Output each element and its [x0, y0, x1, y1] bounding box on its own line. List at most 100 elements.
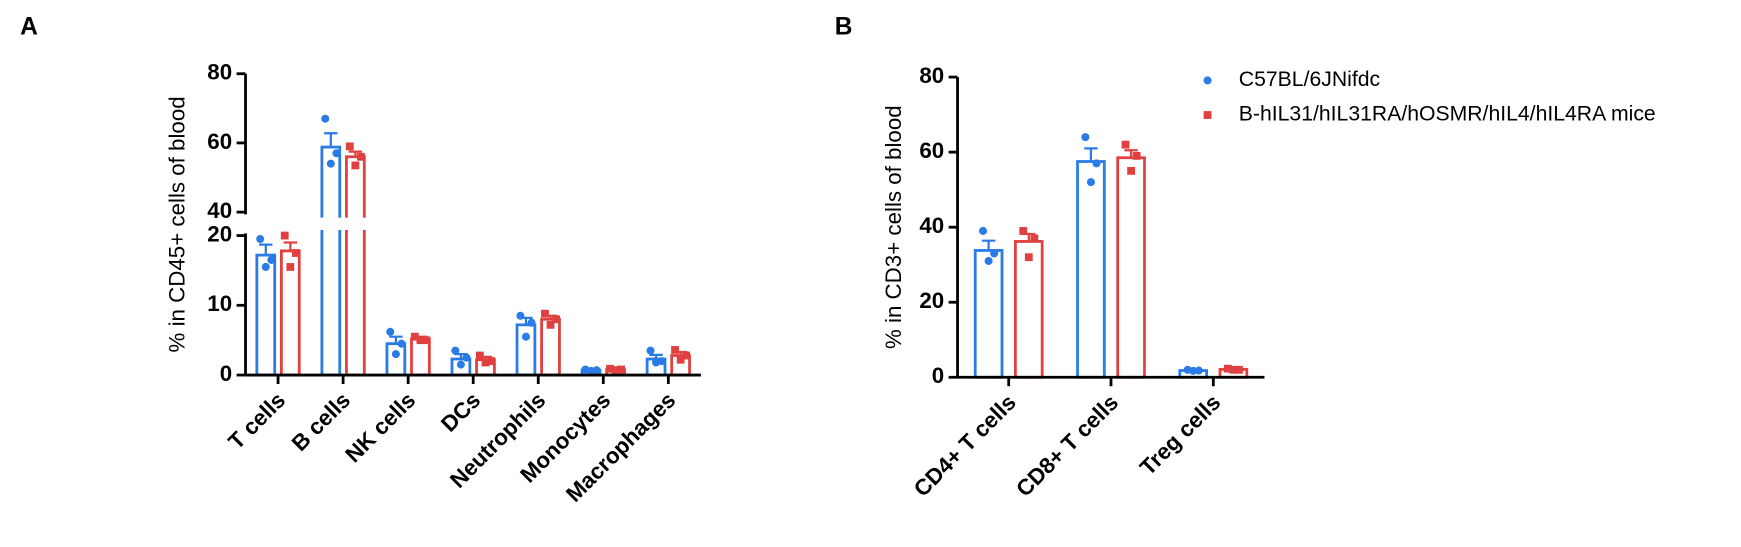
- data-point: [516, 311, 525, 320]
- data-point: [611, 366, 620, 375]
- bar: [1076, 160, 1106, 379]
- data-point: [617, 365, 626, 374]
- data-point: [481, 358, 490, 367]
- data-point: [332, 149, 341, 158]
- data-point: [416, 336, 425, 345]
- data-point: [1081, 133, 1090, 142]
- data-point: [321, 114, 330, 123]
- y-tick-label: 60: [207, 129, 232, 154]
- x-tick-label: DCs: [436, 387, 485, 436]
- data-point: [676, 355, 685, 364]
- error-bar: [1124, 149, 1138, 158]
- data-point: [1127, 166, 1135, 175]
- error-bar: [981, 239, 996, 251]
- bar: [345, 155, 366, 377]
- y-tick-label: 20: [919, 288, 944, 313]
- data-point: [682, 351, 691, 360]
- data-point: [1223, 364, 1232, 373]
- data-point: [475, 351, 484, 360]
- data-point: [1024, 253, 1033, 262]
- error-bar: [389, 335, 403, 344]
- bar: [973, 249, 1004, 379]
- y-tick-label: 80: [207, 60, 232, 85]
- data-point: [1121, 140, 1130, 149]
- data-point: [552, 315, 561, 324]
- data-point: [606, 364, 614, 373]
- data-point: [979, 226, 988, 235]
- data-point: [652, 358, 661, 367]
- error-bar: [283, 241, 298, 251]
- data-point: [456, 360, 465, 369]
- data-point: [1019, 227, 1028, 235]
- error-bar: [1084, 147, 1098, 162]
- legend-label: B-hIL31/hIL31RA/hOSMR/hIL4/hIL4RA mice: [1239, 103, 1656, 126]
- data-point: [1092, 159, 1101, 168]
- data-point: [351, 161, 360, 170]
- data-point: [261, 262, 270, 271]
- data-point: [256, 235, 265, 244]
- data-point: [286, 263, 295, 271]
- error-bar: [348, 150, 363, 157]
- legend-marker: [1203, 76, 1212, 85]
- data-point: [671, 346, 679, 354]
- bar: [1014, 240, 1044, 379]
- data-point: [1132, 151, 1141, 160]
- y-axis-label: % in CD3+ cells of blood: [881, 105, 906, 349]
- legend-label: C57BL/6JNifdc: [1239, 68, 1381, 91]
- axis-break: [249, 217, 706, 230]
- data-point: [345, 142, 354, 151]
- panel-label: B: [835, 13, 853, 40]
- data-point: [410, 332, 419, 341]
- bar: [410, 337, 431, 377]
- y-tick-label: 40: [919, 213, 944, 238]
- y-axis-label: % in CD45+ cells of blood: [164, 96, 189, 352]
- data-point: [1086, 178, 1095, 187]
- data-point: [527, 318, 536, 327]
- x-tick-label: NK cells: [340, 387, 420, 467]
- error-bar: [259, 243, 273, 256]
- x-tick-label: Treg cells: [1135, 390, 1225, 480]
- data-point: [487, 357, 495, 366]
- data-point: [280, 231, 289, 240]
- bar: [255, 253, 277, 377]
- panel-label: A: [20, 13, 38, 40]
- data-point: [267, 255, 276, 264]
- data-point: [1229, 365, 1238, 374]
- y-tick-label: 0: [220, 361, 232, 386]
- data-point: [386, 327, 395, 336]
- data-point: [462, 353, 471, 362]
- y-tick-label: 60: [919, 138, 944, 163]
- data-point: [1235, 365, 1243, 374]
- error-bar: [649, 353, 663, 360]
- data-point: [357, 152, 365, 161]
- data-point: [1189, 366, 1198, 375]
- y-tick-label: 40: [207, 198, 232, 223]
- y-tick-label: 10: [207, 291, 232, 316]
- data-point: [451, 346, 460, 355]
- data-point: [541, 309, 549, 318]
- error-bar: [324, 132, 338, 148]
- x-tick-label: CD4+ T cells: [909, 390, 1021, 502]
- bar: [1116, 156, 1146, 379]
- data-point: [546, 320, 555, 329]
- data-point: [422, 336, 430, 345]
- y-tick-label: 20: [207, 221, 232, 246]
- data-point: [391, 350, 400, 359]
- bar: [515, 323, 537, 377]
- data-point: [292, 249, 300, 257]
- data-point: [397, 339, 406, 348]
- data-point: [984, 256, 993, 265]
- data-point: [646, 346, 655, 355]
- x-tick-label: CD8+ T cells: [1011, 390, 1123, 502]
- data-point: [1030, 234, 1039, 243]
- data-point: [990, 249, 999, 258]
- x-tick-label: T cells: [223, 387, 290, 454]
- bar: [385, 342, 407, 377]
- data-point: [586, 366, 596, 375]
- y-tick-label: 80: [919, 63, 944, 88]
- data-point: [521, 332, 530, 341]
- bar: [320, 145, 342, 377]
- y-tick-label: 0: [932, 363, 944, 388]
- legend-marker: [1203, 111, 1212, 119]
